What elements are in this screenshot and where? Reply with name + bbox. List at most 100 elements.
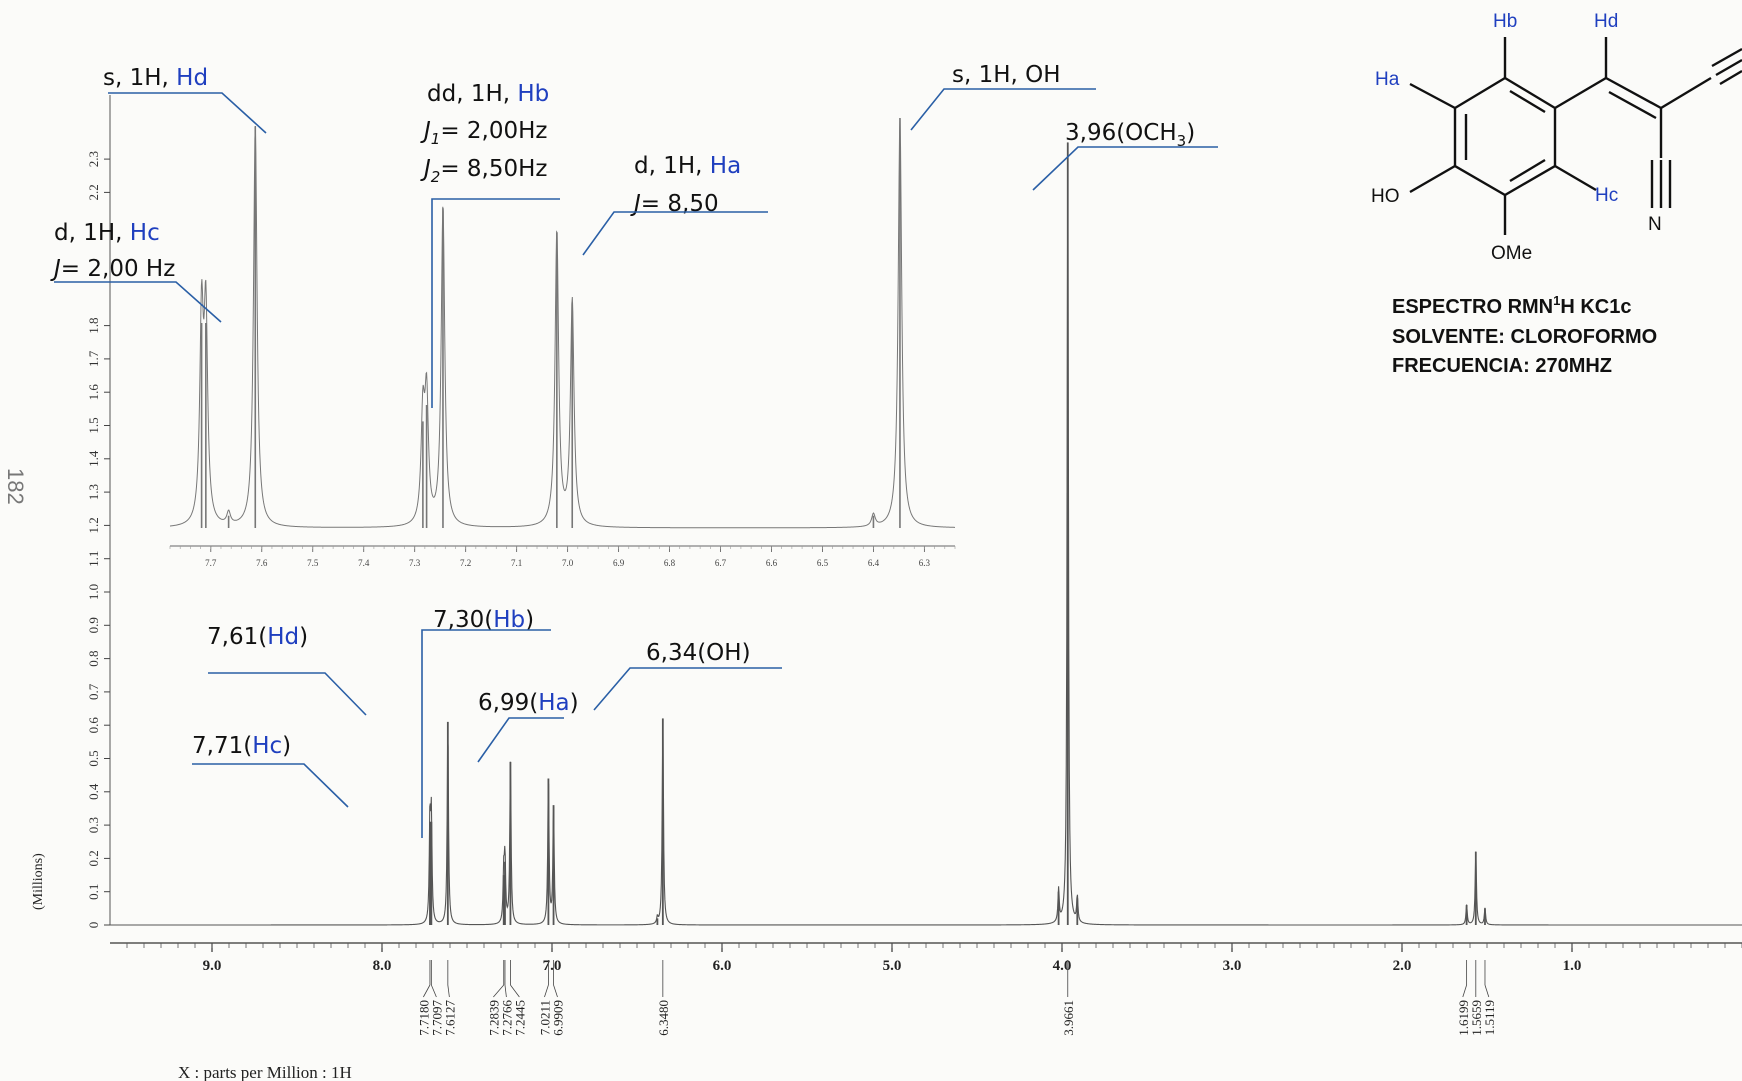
y-tick-label: 1.4 [86, 450, 101, 467]
annotation-hc-main: 7,71(Hc) [192, 733, 349, 808]
spectrum-info: ESPECTRO RMN1H KC1c SOLVENTE: CLOROFORMO… [1392, 293, 1657, 377]
svg-text:J= 2,00 Hz: J= 2,00 Hz [50, 256, 175, 282]
svg-text:Hd: Hd [1594, 11, 1618, 32]
x-tick-label: 8.0 [373, 958, 392, 974]
peak-label: 1.6199 [1456, 1000, 1471, 1036]
svg-text:J2= 8,50Hz: J2= 8,50Hz [420, 156, 548, 186]
annotation-oh-inset: s, 1H, OH [910, 62, 1096, 131]
peak-label: 7.7097 [429, 1000, 444, 1036]
x-tick-label: 2.0 [1393, 958, 1412, 974]
inset-x-tick-label: 6.4 [868, 558, 880, 568]
peak-label: 3.9661 [1061, 1000, 1076, 1036]
svg-text:d, 1H, Hc: d, 1H, Hc [54, 220, 160, 246]
svg-text:s, 1H, Hd: s, 1H, Hd [103, 65, 208, 91]
peak-label: 7.0211 [537, 1000, 552, 1035]
y-tick-label: 1.7 [86, 350, 101, 367]
y-tick-label: 0.4 [86, 783, 101, 800]
peak-label: 1.5659 [1469, 1000, 1484, 1036]
svg-text:J1= 2,00Hz: J1= 2,00Hz [420, 118, 548, 148]
peak-label: 1.5119 [1482, 1000, 1497, 1035]
x-tick-label: 6.0 [713, 958, 732, 974]
annotation-oh-main: 6,34(OH) [593, 640, 782, 711]
main-plot: 9.0 8.0 7.0 6.0 5.0 4.0 3.0 2.0 1.0 0 0.1 0.2 0.3 0.4… [86, 95, 1742, 1036]
annotation-ha-inset: d, 1H, Ha J= 8,50 [582, 153, 768, 256]
spectrum-trace [110, 142, 1742, 926]
svg-text:Hb: Hb [1493, 11, 1517, 32]
svg-text:7,61(Hd): 7,61(Hd) [207, 624, 308, 650]
peak-label-leader [544, 984, 549, 998]
svg-text:7,71(Hc): 7,71(Hc) [192, 733, 291, 759]
inset-x-tick-label: 7.5 [307, 558, 319, 568]
inset-x-tick-label: 6.9 [613, 558, 625, 568]
annotation-hc-inset: d, 1H, Hc J= 2,00 Hz [50, 220, 222, 323]
y-tick-label: 0.9 [86, 617, 101, 633]
svg-text:J= 8,50: J= 8,50 [630, 191, 719, 217]
svg-text:Ha: Ha [1375, 69, 1400, 90]
y-tick-label: 0 [86, 922, 101, 929]
peak-label: 6.3480 [656, 1000, 671, 1036]
inset-x-tick-label: 6.5 [817, 558, 829, 568]
peak-label-leader [447, 984, 450, 998]
peak-label: 7.2766 [499, 1000, 514, 1036]
peak-label-leader [504, 984, 507, 998]
y-tick-label: 1.3 [86, 484, 101, 500]
peak-label-leader [1462, 984, 1467, 998]
inset-x-tick-label: 6.7 [715, 558, 727, 568]
peak-label: 7.7180 [416, 1000, 431, 1036]
inset-x-tick-label: 6.6 [766, 558, 778, 568]
x-tick-label: 3.0 [1223, 958, 1242, 974]
svg-text:Hc: Hc [1595, 185, 1618, 206]
annotation-och3-main: 3,96(OCH3) [1032, 120, 1218, 191]
peak-label-leader [553, 984, 558, 998]
y-tick-label: 2.3 [86, 151, 101, 167]
y-tick-label: 1.5 [86, 417, 101, 433]
x-tick-label: 4.0 [1053, 958, 1072, 974]
annotation-hd-main: 7,61(Hd) [207, 624, 367, 716]
svg-text:HO: HO [1371, 186, 1400, 207]
svg-text:ESPECTRO RMN1H KC1c: ESPECTRO RMN1H KC1c [1392, 293, 1632, 318]
inset-x-tick-label: 7.1 [511, 558, 522, 568]
page-number: 182 [3, 468, 28, 505]
structure-labels: Hb Hd Ha HO Hc N OMe [1371, 11, 1662, 264]
svg-text:N: N [1648, 214, 1662, 235]
svg-text:7,30(Hb): 7,30(Hb) [433, 607, 534, 633]
annotation-hb-inset: dd, 1H, Hb J1= 2,00Hz J2= 8,50Hz [420, 81, 560, 408]
peak-label-leader [510, 984, 520, 998]
annotation-ha-main: 6,99(Ha) [477, 690, 579, 763]
peak-label-leader [493, 984, 505, 998]
svg-text:FRECUENCIA: 270MHZ: FRECUENCIA: 270MHZ [1392, 355, 1612, 377]
y-tick-label: 0.3 [86, 817, 101, 833]
x-tick-label: 1.0 [1563, 958, 1582, 974]
y-tick-label: 1.8 [86, 317, 101, 333]
peak-label-leader [430, 984, 437, 998]
annotation-hd-inset: s, 1H, Hd [103, 65, 267, 134]
inset-x-tick-label: 7.4 [358, 558, 370, 568]
y-tick-label: 1.2 [86, 517, 101, 533]
svg-text:SOLVENTE: CLOROFORMO: SOLVENTE: CLOROFORMO [1392, 326, 1657, 348]
x-tick-label: 7.0 [543, 958, 562, 974]
svg-text:3,96(OCH3): 3,96(OCH3) [1065, 120, 1195, 150]
peak-label: 7.2839 [486, 1000, 501, 1036]
y-tick-label: 0.6 [86, 717, 101, 734]
y-tick-label: 1.0 [86, 584, 101, 600]
peak-label: 7.6127 [442, 1000, 457, 1036]
y-tick-label: 0.1 [86, 884, 101, 900]
inset-x-tick-label: 6.3 [919, 558, 931, 568]
svg-text:6,34(OH): 6,34(OH) [646, 640, 751, 666]
y-tick-label: 1.1 [86, 551, 101, 567]
inset-plot: 7.7 7.6 7.5 7.4 7.3 7.2 7.1 7.0 6.9 6.8 6.7 6.6 6.5 6… [169, 118, 956, 568]
svg-text:s, 1H, OH: s, 1H, OH [952, 62, 1061, 88]
svg-text:OMe: OMe [1491, 243, 1532, 264]
inset-x-tick-label: 7.0 [562, 558, 574, 568]
x-axis-label: X : parts per Million : 1H [178, 1063, 352, 1081]
chemical-structure [1409, 37, 1742, 235]
inset-x-tick-label: 7.6 [256, 558, 268, 568]
x-tick-label: 9.0 [203, 958, 222, 974]
y-tick-label: 2.2 [86, 184, 101, 200]
svg-text:dd, 1H, Hb: dd, 1H, Hb [427, 81, 549, 107]
inset-x-tick-label: 7.3 [409, 558, 421, 568]
svg-text:6,99(Ha): 6,99(Ha) [478, 690, 579, 716]
peak-label: 6.9909 [550, 1000, 565, 1036]
inset-x-tick-label: 6.8 [664, 558, 676, 568]
